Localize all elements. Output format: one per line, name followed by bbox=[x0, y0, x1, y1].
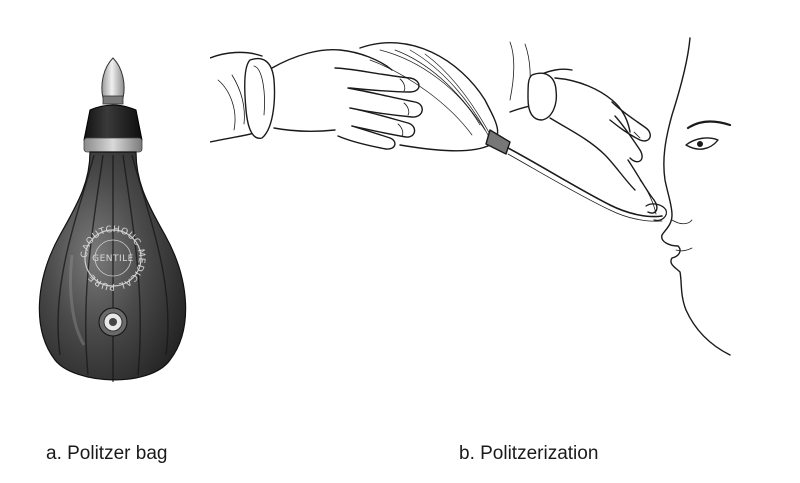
nozzle-neck bbox=[102, 95, 124, 105]
air-valve bbox=[98, 307, 128, 337]
politzer-bag-drawing: CAOUTCHOUC MEDICAL PURE GENTILE bbox=[38, 57, 187, 382]
caption-politzerization: b. Politzerization bbox=[459, 443, 599, 464]
caption-politzer-bag: a. Politzer bag bbox=[46, 443, 168, 464]
bag-ribs bbox=[57, 154, 169, 382]
politzer-bulb bbox=[359, 42, 511, 155]
stamp-inner-text: GENTILE bbox=[92, 254, 134, 264]
left-hand bbox=[271, 48, 423, 150]
right-sleeve bbox=[509, 41, 573, 121]
politzerization-illustration bbox=[210, 20, 790, 380]
right-hand bbox=[549, 77, 658, 215]
nozzle-tip bbox=[101, 57, 125, 99]
politzer-bag-illustration: CAOUTCHOUC MEDICAL PURE GENTILE bbox=[10, 40, 210, 410]
metal-ring bbox=[83, 137, 143, 153]
politzerization-drawing bbox=[210, 37, 732, 356]
rubber-tube bbox=[507, 147, 663, 218]
left-sleeve bbox=[210, 51, 276, 143]
patient-face bbox=[661, 37, 732, 356]
